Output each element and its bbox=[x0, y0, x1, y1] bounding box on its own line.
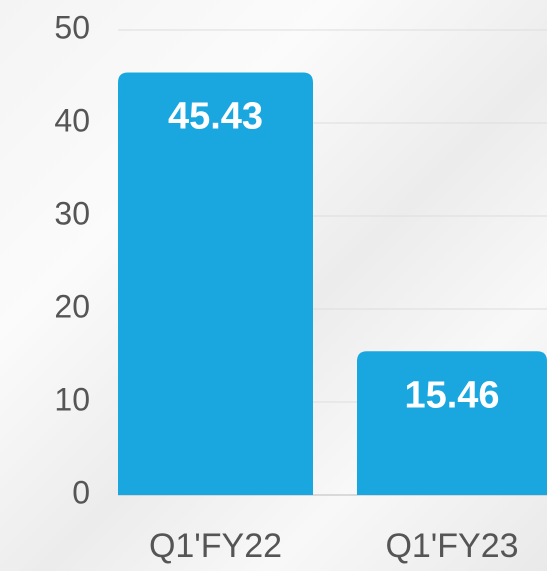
y-tick-label: 10 bbox=[54, 381, 90, 417]
x-tick-label: Q1'FY22 bbox=[149, 527, 282, 565]
value-label: 45.43 bbox=[168, 96, 263, 138]
value-label: 15.46 bbox=[404, 374, 499, 416]
y-tick-label: 50 bbox=[54, 9, 90, 45]
bar bbox=[118, 72, 313, 495]
y-tick-label: 20 bbox=[54, 288, 90, 324]
x-tick-label: Q1'FY23 bbox=[385, 527, 518, 565]
y-tick-label: 0 bbox=[72, 474, 90, 510]
bar bbox=[357, 351, 547, 495]
y-tick-label: 30 bbox=[54, 195, 90, 231]
y-tick-label: 40 bbox=[54, 102, 90, 138]
